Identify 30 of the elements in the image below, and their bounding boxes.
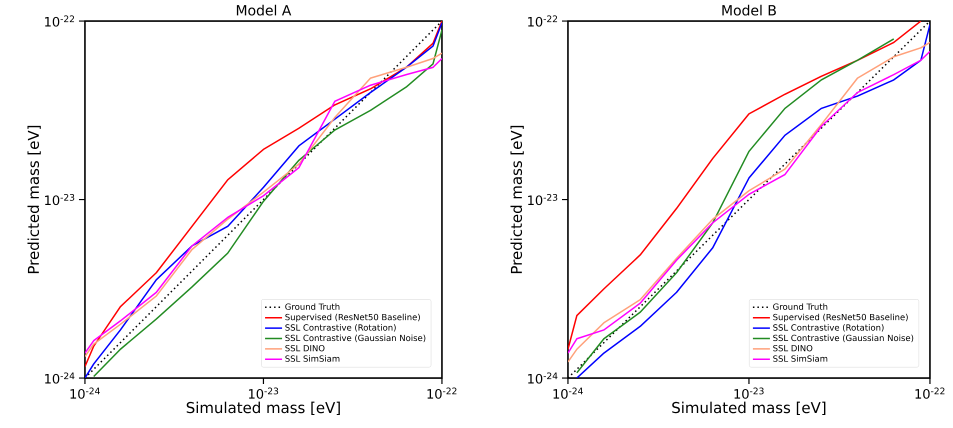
y-tick-label: 10$^{-23}$ xyxy=(528,194,558,206)
legend-label: SSL Contrastive (Gaussian Noise) xyxy=(773,334,914,342)
y-tick-label: 10$^{-22}$ xyxy=(45,15,74,27)
x-tick-label: 10$^{-23}$ xyxy=(734,388,764,399)
y-tick-label: 10$^{-24}$ xyxy=(45,372,74,384)
chart-title: Model A xyxy=(236,4,292,16)
legend-label: SSL SimSiam xyxy=(285,355,340,362)
chart-title: Model B xyxy=(722,4,776,16)
y-tick-label: 10$^{-24}$ xyxy=(528,372,558,384)
y-axis-title: Predicted mass [eV] xyxy=(510,126,524,274)
legend-label: Ground Truth xyxy=(773,303,828,310)
x-tick-label: 10$^{-24}$ xyxy=(70,388,100,399)
legend-label: SSL Contrastive (Gaussian Noise) xyxy=(285,334,426,342)
x-tick-label: 10$^{-22}$ xyxy=(915,388,944,399)
legend-label: Supervised (ResNet50 Baseline) xyxy=(285,314,420,322)
y-tick-label: 10$^{-23}$ xyxy=(45,194,74,206)
y-tick-label: 10$^{-22}$ xyxy=(528,15,558,27)
legend-label: SSL Contrastive (Rotation) xyxy=(285,324,396,332)
x-axis-title: Simulated mass [eV] xyxy=(186,402,340,415)
legend-label: SSL SimSiam xyxy=(773,355,828,362)
legend-label: Ground Truth xyxy=(285,303,340,310)
legend-label: SSL Contrastive (Rotation) xyxy=(773,324,884,332)
x-tick-label: 10$^{-24}$ xyxy=(553,388,583,399)
x-tick-label: 10$^{-22}$ xyxy=(427,388,456,399)
legend-label: SSL DINO xyxy=(773,344,812,352)
x-axis-title: Simulated mass [eV] xyxy=(672,402,826,415)
legend-label: SSL DINO xyxy=(285,344,324,352)
x-tick-label: 10$^{-23}$ xyxy=(248,388,278,399)
y-axis-title: Predicted mass [eV] xyxy=(27,126,41,274)
legend-label: Supervised (ResNet50 Baseline) xyxy=(773,314,908,322)
